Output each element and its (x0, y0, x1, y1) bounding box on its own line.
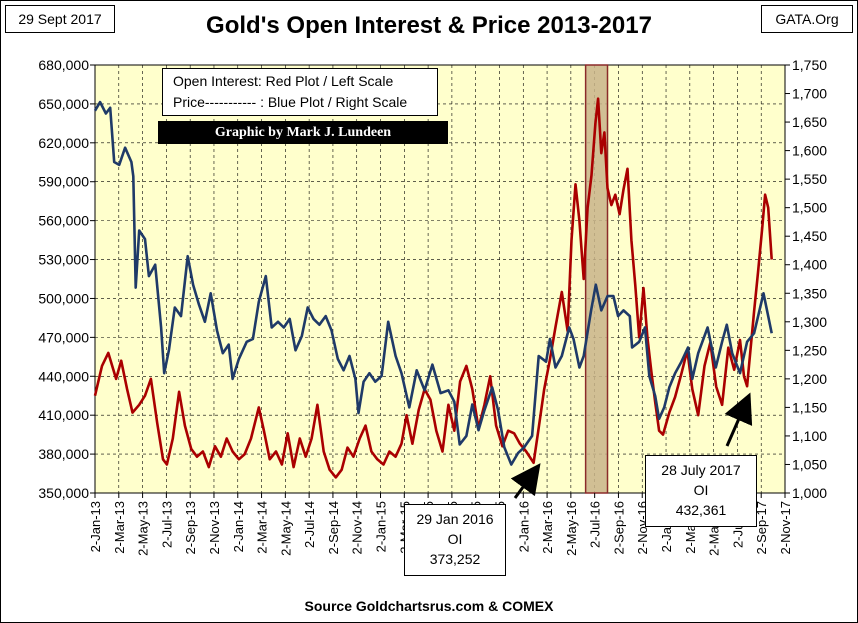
annotation-value: 373,252 (429, 551, 481, 567)
x-tick-label: 2-May-14 (278, 501, 293, 556)
y-right-tick-label: 1,450 (792, 228, 827, 244)
x-tick-label: 2-Mar-13 (112, 501, 127, 554)
y-right-tick-label: 1,150 (792, 399, 827, 415)
y-right-axis: 1,000 1,050 1,100 1,150 1,200 1,250 1,300 1,350… (785, 57, 827, 501)
y-right-tick-label: 1,200 (792, 371, 827, 387)
arrow-jul-2017 (724, 392, 753, 447)
y-left-tick-label: 380,000 (38, 446, 89, 462)
date-label: 29 Sept 2017 (5, 5, 115, 33)
y-left-tick-label: 530,000 (38, 252, 89, 268)
legend: Open Interest: Red Plot / Left Scale Pri… (162, 68, 438, 116)
y-right-tick-label: 1,250 (792, 342, 827, 358)
y-right-tick-label: 1,000 (792, 485, 827, 501)
series-layer (93, 97, 773, 479)
y-left-tick-label: 350,000 (38, 485, 89, 501)
legend-line-price: Price----------- : Blue Plot / Right Sca… (173, 94, 408, 110)
highlight-band (584, 64, 609, 494)
y-right-tick-label: 1,700 (792, 86, 827, 102)
y-right-tick-label: 1,050 (792, 456, 827, 472)
chart-title: Gold's Open Interest & Price 2013-2017 (206, 12, 652, 39)
y-right-tick-label: 1,100 (792, 428, 827, 444)
credit-banner: Graphic by Mark J. Lundeen (158, 121, 448, 144)
y-left-tick-label: 440,000 (38, 368, 89, 384)
x-tick-label: 2-Nov-14 (350, 501, 365, 554)
x-tick-label: 2-May-13 (136, 501, 151, 556)
x-tick-label: 2-Sep-17 (754, 501, 769, 554)
y-right-tick-label: 1,500 (792, 200, 827, 216)
y-right-tick-label: 1,550 (792, 171, 827, 187)
y-right-tick-label: 1,650 (792, 114, 827, 130)
legend-line-open-interest: Open Interest: Red Plot / Left Scale (173, 73, 394, 89)
annotation-label: OI (447, 531, 463, 547)
annotation-date: 29 Jan 2016 (416, 511, 494, 527)
series-line-price (93, 100, 773, 466)
y-right-tick-label: 1,750 (792, 57, 827, 73)
y-left-axis: 350,000 380,000 410,000 440,000 470,000 500,0… (38, 57, 95, 501)
y-right-tick-label: 1,350 (792, 285, 827, 301)
y-left-tick-label: 560,000 (38, 213, 89, 229)
x-tick-label: 2-Jan-14 (231, 501, 246, 552)
brand-label: GATA.Org (761, 5, 853, 33)
x-tick-label: 2-Jul-16 (588, 501, 603, 548)
series-line-open-interest (93, 97, 773, 479)
annotation-arrows (510, 392, 753, 499)
x-tick-label: 2-Jul-14 (302, 501, 317, 548)
y-left-tick-label: 620,000 (38, 135, 89, 151)
annotation-value: 432,361 (675, 502, 727, 518)
annotation-jan-2016: 29 Jan 2016 OI 373,252 (404, 504, 506, 576)
y-left-tick-label: 410,000 (38, 407, 89, 423)
annotation-jul-2017: 28 July 2017 OI 432,361 (645, 455, 757, 527)
x-tick-label: 2-Jan-13 (88, 501, 103, 552)
x-tick-label: 2-Nov-13 (207, 501, 222, 554)
y-left-tick-label: 470,000 (38, 329, 89, 345)
x-tick-label: 2-Sep-16 (611, 501, 626, 554)
annotation-label: OI (693, 482, 709, 498)
y-left-tick-label: 680,000 (38, 57, 89, 73)
y-left-tick-label: 650,000 (38, 96, 89, 112)
x-tick-label: 2-May-16 (564, 501, 579, 556)
x-tick-label: 2-Jul-13 (159, 501, 174, 548)
annotation-date: 28 July 2017 (661, 462, 741, 478)
x-tick-label: 2-Sep-14 (326, 501, 341, 554)
x-tick-label: 2-Sep-13 (183, 501, 198, 554)
x-tick-label: 2-Jan-15 (374, 501, 389, 552)
x-tick-label: 2-Jan-16 (516, 501, 531, 552)
x-tick-label: 2-Mar-14 (255, 501, 270, 554)
y-right-tick-label: 1,600 (792, 143, 827, 159)
y-right-tick-label: 1,300 (792, 314, 827, 330)
arrow-jan-2016 (510, 463, 541, 499)
y-right-tick-label: 1,400 (792, 257, 827, 273)
x-tick-label: 2-Nov-17 (778, 501, 793, 554)
source-note: Source Goldchartsrus.com & COMEX (304, 598, 554, 614)
y-left-tick-label: 500,000 (38, 290, 89, 306)
x-tick-label: 2-Mar-16 (540, 501, 555, 554)
y-left-tick-label: 590,000 (38, 174, 89, 190)
